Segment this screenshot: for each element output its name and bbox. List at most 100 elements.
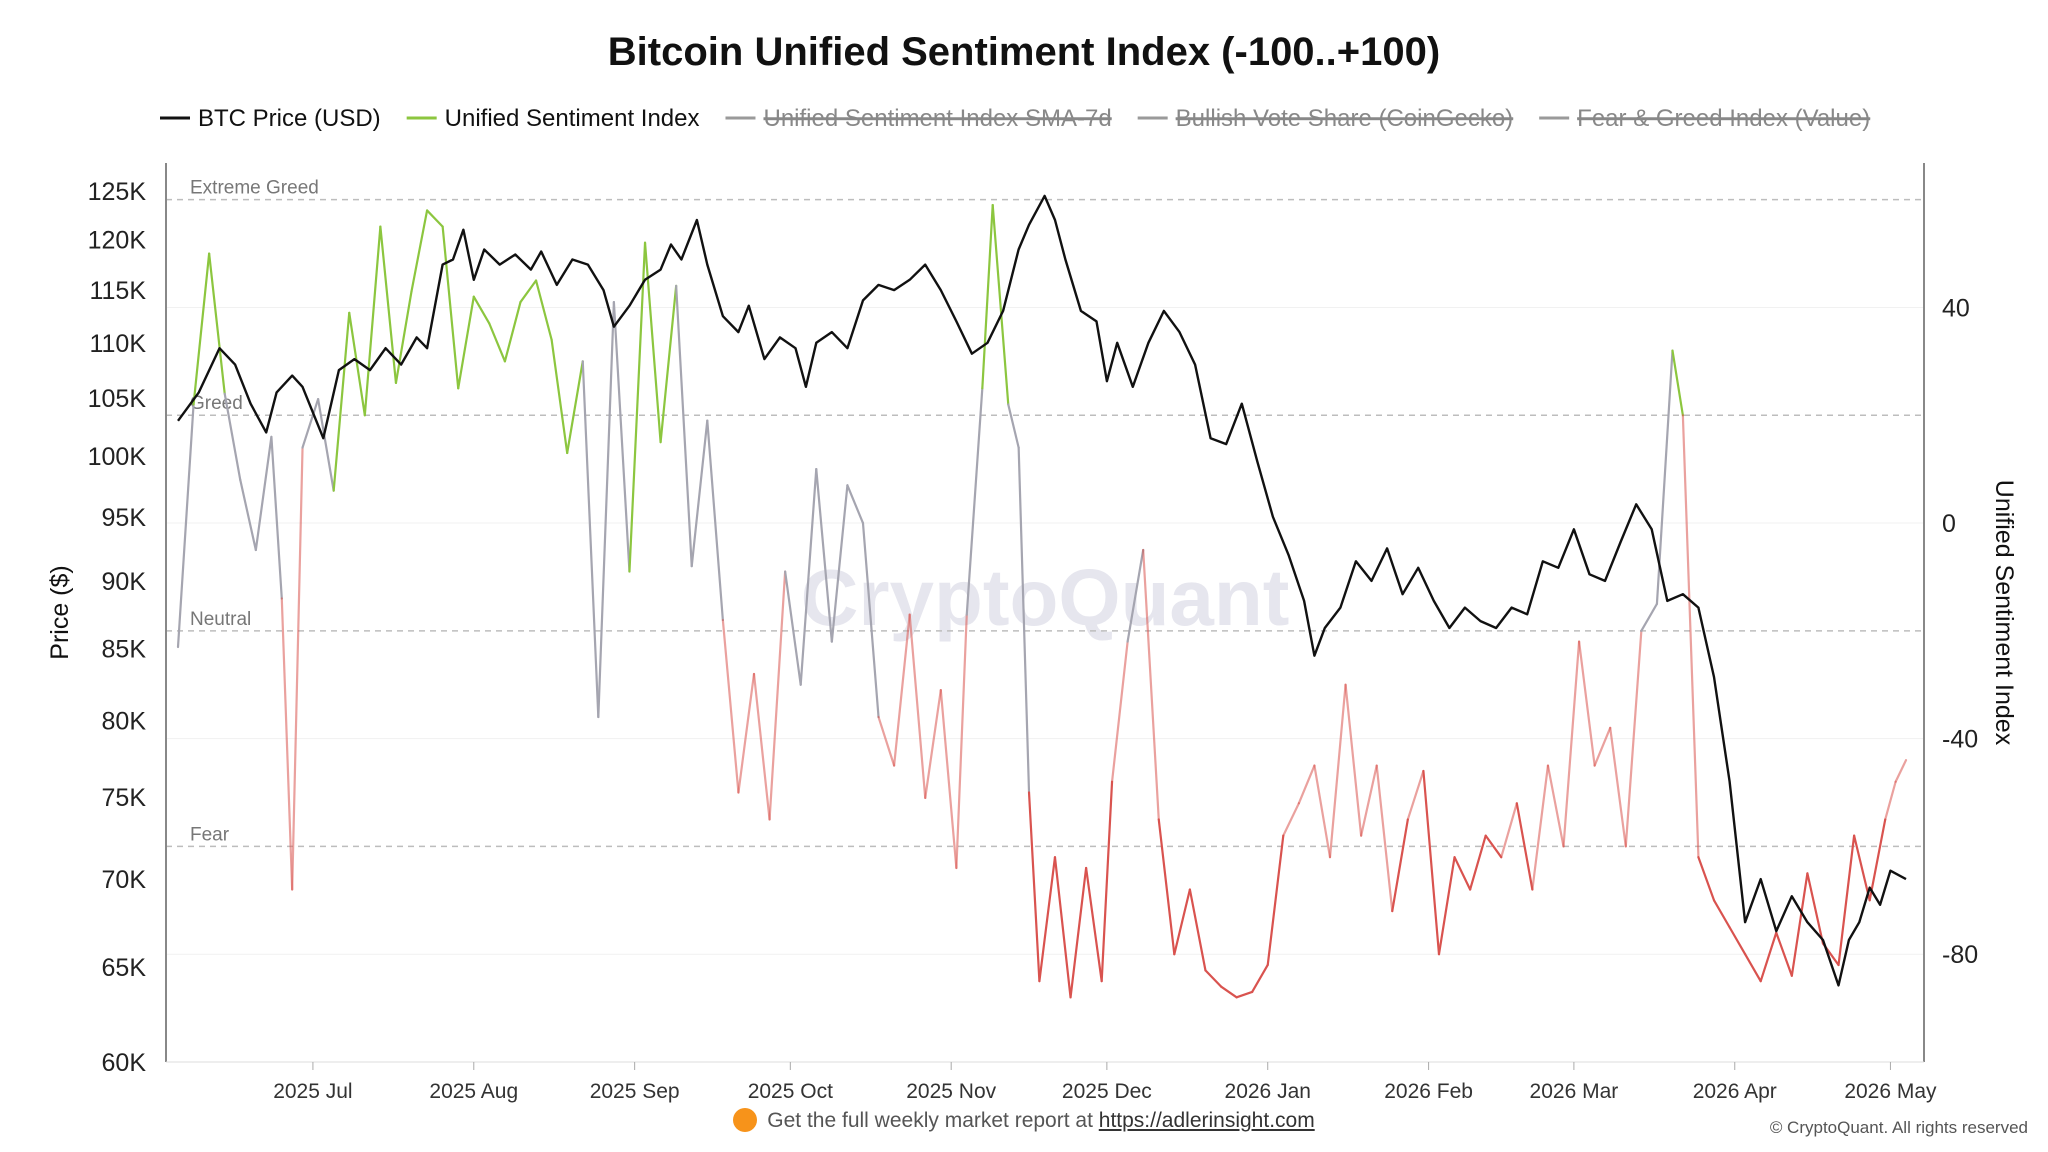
sentiment-segment [550,338,569,455]
price-line [177,194,1907,987]
sentiment-segment [768,570,787,821]
sentiment-segment [254,435,273,552]
y-left-tick-label: 75K [102,784,147,812]
sentiment-segment [348,311,366,417]
sentiment-segment [566,360,584,455]
sentiment-segment [643,241,662,444]
sentiment-segment [1017,446,1031,794]
y-left-tick-label: 90K [102,568,147,596]
sentiment-segment [1484,834,1503,859]
sentiment-segment [1837,834,1856,967]
sentiment-segment [1671,349,1684,417]
sentiment-segment [239,478,257,552]
sentiment-segment [1894,759,1908,783]
y-left-tick-label: 85K [102,636,147,664]
sentiment-segment [457,295,475,390]
sentiment-segment [332,311,351,492]
sentiment-segment [1313,764,1332,859]
sentiment-segment [877,715,896,767]
sentiment-segment [861,521,880,719]
footer-link[interactable]: https://adlerinsight.com [1098,1109,1315,1132]
sentiment-segment [1577,640,1596,767]
sentiment-segment [1297,764,1316,805]
legend-item[interactable]: BTC Price (USD) [198,105,381,132]
sentiment-segment [1085,866,1103,983]
sentiment-segment [1790,872,1809,977]
x-tick-label: 2026 Jan [1225,1080,1311,1103]
y-right-axis-label: Unified Sentiment Index [1990,480,2018,746]
sentiment-segment [1453,856,1472,891]
footer-promo: Get the full weekly market report at htt… [0,1108,2048,1133]
sentiment-segment [534,279,553,341]
sentiment-segment [1360,764,1378,837]
x-tick-label: 2025 Aug [429,1080,518,1103]
y-right-tick-label: 0 [1942,510,1956,538]
sentiment-segment [991,203,1010,406]
sentiment-segment [965,387,984,616]
x-tick-label: 2025 Jul [273,1080,352,1103]
sentiment-segment [1624,629,1643,848]
y-left-tick-label: 65K [102,954,147,982]
sentiment-segment [223,392,242,482]
sentiment-segment [1728,926,1747,956]
y-right-tick-label: -80 [1942,941,1978,969]
sentiment-segment [981,203,994,390]
sentiment-segment [1681,414,1700,859]
sentiment-segment [379,225,398,384]
sentiment-segment [1110,640,1129,783]
sentiment-segment [1344,683,1363,837]
sentiment-segment [1437,856,1456,956]
sentiment-segment [581,360,600,719]
chart-title: Bitcoin Unified Sentiment Index (-100..+… [607,30,1441,74]
sentiment-segment [1697,856,1716,902]
sentiment-segment [1531,764,1550,891]
price-series [177,194,1907,987]
x-tick-label: 2025 Oct [748,1080,833,1103]
legend: BTC Price (USD) Unified Sentiment Index Un… [160,105,1871,132]
sentiment-segment [1126,548,1145,643]
sentiment-segment [799,468,818,686]
sentiment-segment [955,613,968,870]
sentiment-segment [394,290,413,384]
sentiment-segment [519,279,538,304]
sentiment-segment [176,403,195,649]
y-left-tick-label: 125K [88,178,147,206]
y-left-tick-label: 100K [88,443,147,471]
sentiment-segment [1515,802,1534,891]
sentiment-segment [830,484,849,643]
sentiment-segment [280,597,294,891]
sentiment-segment [1219,985,1238,999]
y-left-tick-label: 95K [102,504,147,532]
sentiment-segment [1266,834,1285,967]
sentiment-segment [1053,856,1072,999]
watermark: CryptoQuant [801,553,1290,642]
zone-label: Fear [190,824,230,845]
legend-item[interactable]: Unified Sentiment Index [445,105,700,132]
sentiment-segment [924,689,942,800]
sentiment-segment [1027,791,1041,983]
sentiment-segment [1806,872,1825,945]
sentiment-segment [425,209,444,228]
y-left-tick-label: 70K [102,866,147,894]
bitcoin-coin-icon [733,1108,758,1132]
sentiment-segment [1562,640,1581,848]
sentiment-segment [659,284,678,444]
sentiment-segment [1712,899,1731,929]
x-tick-label: 2025 Dec [1062,1080,1152,1103]
sentiment-segment [1251,963,1269,994]
sentiment-segment [1007,403,1020,449]
sentiment-segment [1593,726,1612,767]
sentiment-segment [270,435,283,600]
y-right-tick-label: -40 [1942,726,1978,754]
y-left-tick-label: 115K [89,277,146,305]
sentiment-segment [1744,953,1762,983]
sentiment-segment [1157,818,1176,956]
sentiment-segment [208,252,226,395]
sentiment-series [176,203,1908,999]
sentiment-segment [721,618,740,794]
sentiment-segment [784,570,802,686]
sentiment-segment [488,322,507,363]
x-tick-label: 2025 Nov [906,1080,996,1103]
sentiment-segment [908,613,927,800]
